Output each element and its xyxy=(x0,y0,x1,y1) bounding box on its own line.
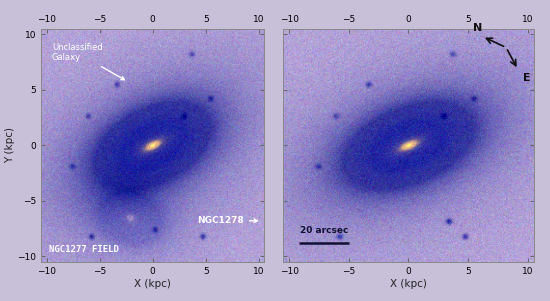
Text: NGC1278: NGC1278 xyxy=(197,216,257,225)
Text: NGC1277 FIELD: NGC1277 FIELD xyxy=(49,245,119,254)
Text: E: E xyxy=(522,73,530,83)
X-axis label: X (kpc): X (kpc) xyxy=(134,278,171,289)
Text: N: N xyxy=(473,23,482,33)
Text: Unclassified
Galaxy: Unclassified Galaxy xyxy=(52,43,124,80)
Text: 20 arcsec: 20 arcsec xyxy=(300,226,348,235)
Y-axis label: Y (kpc): Y (kpc) xyxy=(4,127,15,163)
X-axis label: X (kpc): X (kpc) xyxy=(390,278,427,289)
